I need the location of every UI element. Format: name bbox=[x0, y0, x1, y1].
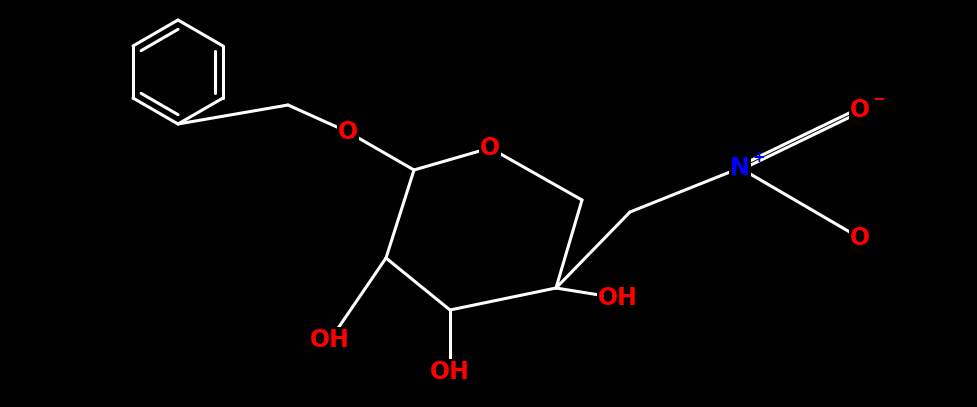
Text: OH: OH bbox=[310, 328, 350, 352]
Text: −: − bbox=[872, 92, 885, 107]
Text: +: + bbox=[752, 151, 765, 166]
Text: O: O bbox=[480, 136, 500, 160]
Text: OH: OH bbox=[598, 286, 638, 310]
Text: O: O bbox=[850, 98, 871, 122]
Text: O: O bbox=[338, 120, 358, 144]
Text: O: O bbox=[850, 226, 871, 250]
Text: OH: OH bbox=[430, 360, 470, 384]
Text: N: N bbox=[730, 156, 750, 180]
